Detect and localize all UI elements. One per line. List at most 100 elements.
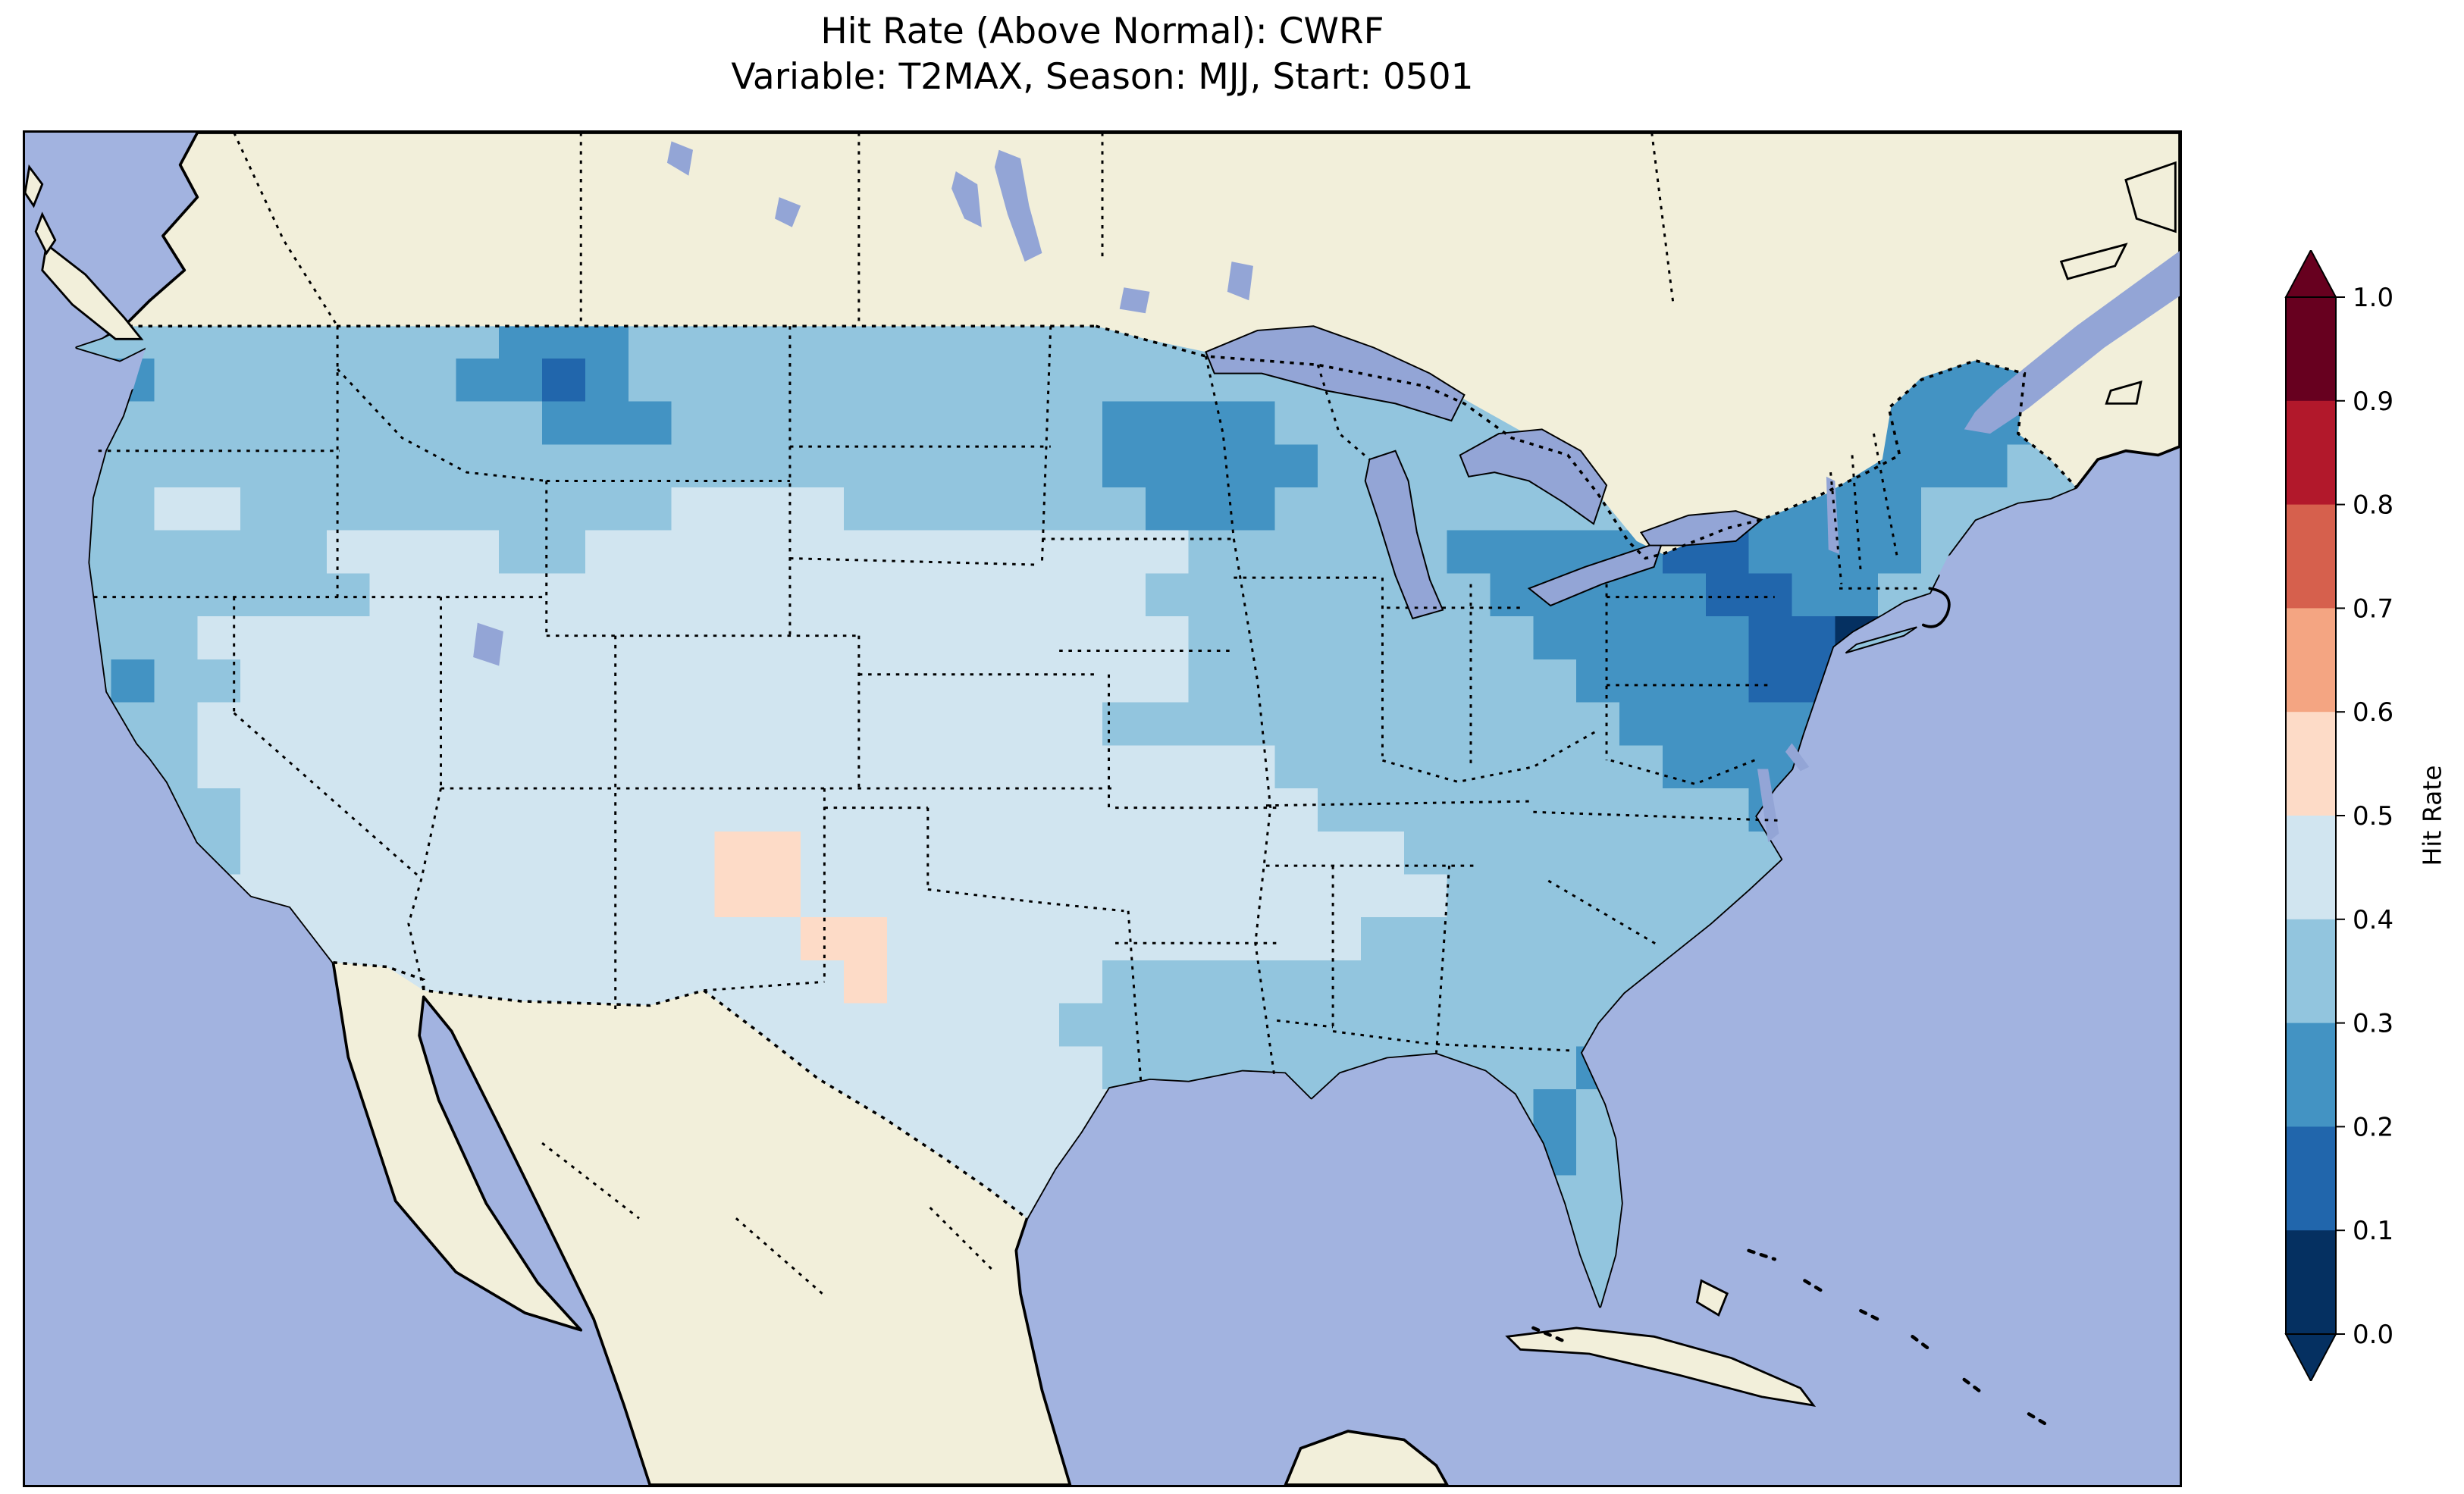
hit-rate-cell [929,401,973,445]
hit-rate-cell [843,326,887,359]
hit-rate-cell [1059,573,1102,617]
hit-rate-cell [197,358,241,402]
hit-rate-cell [1576,702,1620,746]
hit-rate-cell [1662,788,1706,832]
hit-rate-cell [628,401,672,445]
hit-rate-cell [1662,573,1706,617]
hit-rate-cell [1878,530,1921,574]
hit-rate-cell [1274,960,1318,1004]
hit-rate-cell [757,831,801,875]
hit-rate-cell [585,326,629,359]
hit-rate-cell [1576,960,1620,1004]
hit-rate-cell [671,358,715,402]
hit-rate-cell [585,702,629,746]
hit-rate-cell [1145,788,1189,832]
hit-rate-cell [1705,788,1749,832]
hit-rate-cell [1016,573,1060,617]
hit-rate-cell [1533,874,1577,918]
hit-rate-cell [284,326,327,359]
hit-rate-cell [369,831,413,875]
border-line [929,1207,995,1273]
hit-rate-cell [1016,530,1060,574]
hit-rate-cell [929,1003,973,1047]
hit-rate-cell [886,702,930,746]
hit-rate-cell [1403,917,1447,960]
hit-rate-cell [499,616,543,659]
hit-rate-cell [111,616,155,659]
hit-rate-cell [628,616,672,659]
hit-rate-cell [240,487,284,531]
hit-rate-cell [628,659,672,703]
hit-rate-cell [1016,874,1060,918]
hit-rate-cell [628,788,672,832]
hit-rate-cell [284,702,327,746]
hit-rate-cell [1490,874,1534,918]
hit-rate-cell [929,874,973,918]
hit-rate-cell [1576,917,1620,960]
hit-rate-cell [1145,401,1189,445]
hit-rate-cell [1490,917,1534,960]
hit-rate-cell [973,831,1017,875]
hit-rate-cell [1016,788,1060,832]
hit-rate-cell [929,960,973,1004]
hit-rate-cell [1361,1003,1404,1047]
hit-rate-cell [1145,358,1189,402]
hit-rate-cell [757,917,801,960]
hit-rate-cell [456,831,500,875]
hit-rate-cell [801,1003,844,1047]
hit-rate-cell [1576,616,1620,659]
hit-rate-cell [456,788,500,832]
hit-rate-cell [886,745,930,789]
hit-rate-cell [585,358,629,402]
hit-rate-cell [542,659,585,703]
hit-rate-cell [671,401,715,445]
hit-rate-cell [843,831,887,875]
hit-rate-cell [456,530,500,574]
hit-rate-cell [973,1089,1017,1132]
hit-rate-cell [929,530,973,574]
hit-rate-cell [412,358,456,402]
hit-rate-cell [1705,745,1749,789]
hit-rate-cell [499,530,543,574]
hit-rate-cell [1662,831,1706,875]
hit-rate-cell [1274,702,1318,746]
hit-rate-cell [1447,960,1491,1004]
hit-rate-cell [628,573,672,617]
colorbar-tick-label: 0.4 [2353,905,2393,935]
hit-rate-cell [1662,702,1706,746]
colorbar-tick-label: 0.2 [2353,1112,2393,1142]
hit-rate-cell [1016,917,1060,960]
hit-rate-cell [714,745,758,789]
hit-rate-cell [929,616,973,659]
hit-rate-cell [1490,960,1534,1004]
hit-rate-cell [1318,874,1362,918]
hit-rate-cell [886,1046,930,1090]
hit-rate-cell [1059,530,1102,574]
vancouver-island [41,242,144,340]
lake-michigan [1364,449,1444,620]
hit-rate-cell [714,960,758,1004]
hit-rate-cell [1016,487,1060,531]
hit-rate-cell [1318,1003,1362,1047]
hit-rate-cell [1059,831,1102,875]
hit-rate-cell [973,401,1017,445]
border-line [1040,326,1052,563]
border-line [1610,756,1760,785]
hit-rate-cell [757,530,801,574]
hit-rate-cell [1145,917,1189,960]
hit-rate-cell [1533,702,1577,746]
hit-rate-cell [542,358,585,402]
hit-rate-cell [671,573,715,617]
hit-rate-cell [1231,659,1275,703]
hit-rate-cell [284,530,327,574]
hit-rate-cell [585,616,629,659]
hit-rate-cell [1016,1003,1060,1047]
hit-rate-cell [1361,917,1404,960]
hit-rate-cell [714,487,758,531]
colorbar-tick-label: 0.9 [2353,387,2393,417]
hit-rate-cell [1403,616,1447,659]
hit-rate-cell [1533,1003,1577,1047]
hit-rate-cell [1145,659,1189,703]
atlantic-bays [1757,743,1810,842]
hit-rate-cell [542,401,585,445]
